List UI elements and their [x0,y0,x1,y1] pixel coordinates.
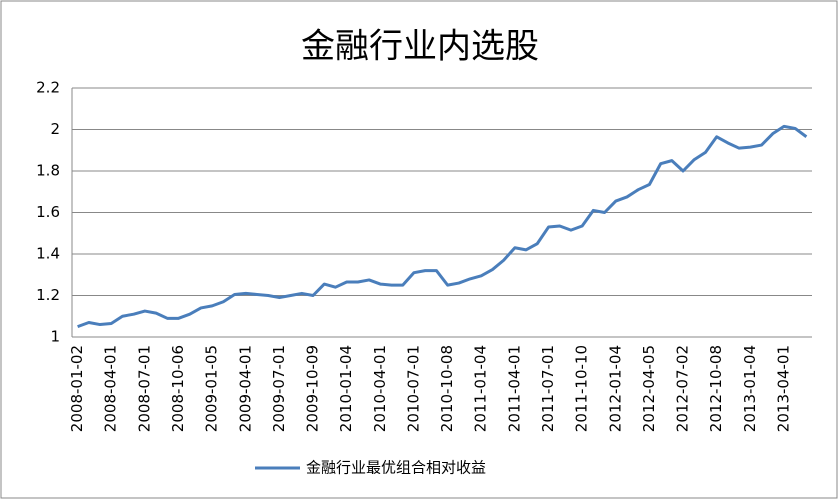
y-tick-label: 1.8 [36,162,60,180]
x-tick-label: 2008-01-02 [68,345,86,432]
x-tick-label: 2010-10-08 [438,345,456,432]
x-tick-label: 2013-01-04 [741,345,759,432]
x-tick-label: 2011-01-04 [472,345,490,432]
x-tick-label: 2013-04-01 [774,345,792,432]
y-tick-label: 1.4 [36,245,60,263]
line-series [77,124,808,329]
x-tick-label: 2008-04-01 [102,345,120,432]
x-tick-label: 2009-04-01 [236,345,254,432]
y-tick-label: 2 [50,120,60,138]
x-tick-label: 2009-01-05 [203,345,221,432]
y-tick-label: 1.6 [36,203,60,221]
x-tick-label: 2009-10-09 [304,345,322,432]
x-tick-label: 2008-07-01 [135,345,153,432]
x-tick-label: 2011-10-10 [573,345,591,432]
x-tick-label: 2012-01-04 [606,345,624,432]
chart-title: 金融行业内选股 [301,27,539,67]
y-tick-label: 1.2 [36,286,60,304]
x-tick-label: 2012-07-02 [674,345,692,432]
y-tick-label: 1 [50,328,60,346]
y-tick-label: 2.2 [36,79,60,97]
x-tick-label: 2009-07-01 [270,345,288,432]
x-tick-label: 2008-10-06 [169,345,187,432]
x-tick-label: 2011-07-01 [539,345,557,432]
x-tick-label: 2011-04-01 [505,345,523,432]
legend-label: 金融行业最优组合相对收益 [306,459,486,477]
x-tick-label: 2010-01-04 [337,345,355,432]
x-tick-label: 2010-07-01 [404,345,422,432]
x-tick-label: 2012-10-08 [707,345,725,432]
x-tick-label: 2010-04-01 [371,345,389,432]
x-tick-label: 2012-04-05 [640,345,658,432]
